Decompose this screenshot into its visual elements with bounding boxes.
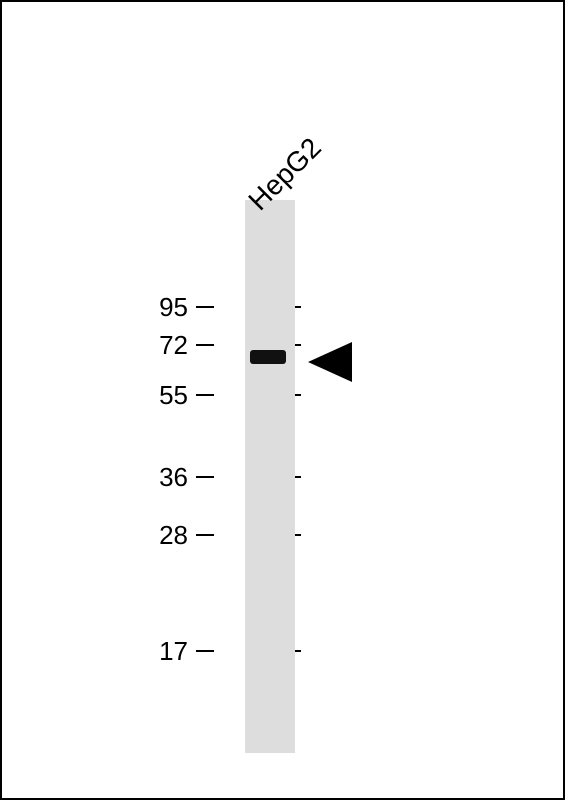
mw-tick [196, 306, 214, 308]
blot-lane [245, 200, 295, 753]
lane-right-tick [295, 476, 301, 478]
mw-tick [196, 394, 214, 396]
mw-label: 72 [159, 330, 188, 361]
mw-label: 36 [159, 462, 188, 493]
lane-right-tick [295, 344, 301, 346]
lane-right-tick [295, 394, 301, 396]
detected-band [250, 350, 286, 364]
mw-label: 28 [159, 520, 188, 551]
mw-tick [196, 650, 214, 652]
lane-right-tick [295, 650, 301, 652]
mw-tick [196, 534, 214, 536]
lane-right-tick [295, 534, 301, 536]
lane-right-tick [295, 306, 301, 308]
mw-label: 95 [159, 292, 188, 323]
mw-label: 17 [159, 636, 188, 667]
mw-tick [196, 344, 214, 346]
band-arrow-icon [308, 340, 352, 384]
mw-tick [196, 476, 214, 478]
mw-label: 55 [159, 380, 188, 411]
